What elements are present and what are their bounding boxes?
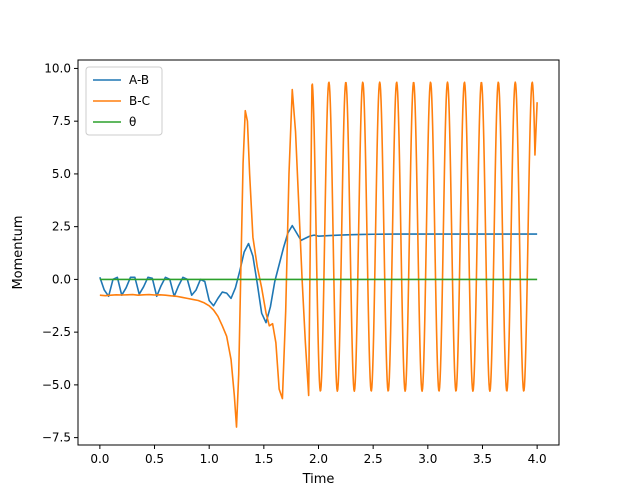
series-line-1	[99, 81, 538, 428]
x-tick-label: 3.0	[418, 452, 437, 466]
y-tick-label: 10.0	[44, 61, 71, 75]
x-tick-label: 2.0	[309, 452, 328, 466]
legend: A-B B-C θ	[85, 66, 163, 136]
x-tick-label: 0.0	[90, 452, 109, 466]
y-tick-label: 5.0	[52, 167, 71, 181]
x-tick-label: 4.0	[528, 452, 547, 466]
y-axis-label: Momentum	[11, 215, 26, 289]
legend-entry: A-B	[129, 73, 149, 87]
legend-entry: B-C	[129, 94, 150, 108]
x-axis-ticks: 0.0 0.5 1.0 1.5 2.0 2.5 3.0 3.5 4.0	[90, 445, 547, 466]
x-tick-label: 3.5	[473, 452, 492, 466]
x-axis-label: Time	[302, 472, 335, 487]
y-tick-label: −2.5	[42, 325, 71, 339]
x-tick-label: 2.5	[364, 452, 383, 466]
y-tick-label: −5.0	[42, 378, 71, 392]
legend-box	[85, 66, 163, 136]
y-tick-label: −7.5	[42, 431, 71, 445]
x-tick-label: 1.0	[200, 452, 219, 466]
y-tick-label: 2.5	[52, 220, 71, 234]
y-tick-label: 7.5	[52, 114, 71, 128]
series-line-0	[99, 224, 538, 324]
x-tick-label: 1.5	[254, 452, 273, 466]
x-tick-label: 0.5	[145, 452, 164, 466]
series-layer	[99, 81, 538, 428]
legend-entry: θ	[129, 115, 136, 129]
y-axis-ticks: −7.5 −5.0 −2.5 0.0 2.5 5.0 7.5 10.0	[42, 61, 78, 445]
y-tick-label: 0.0	[52, 272, 71, 286]
